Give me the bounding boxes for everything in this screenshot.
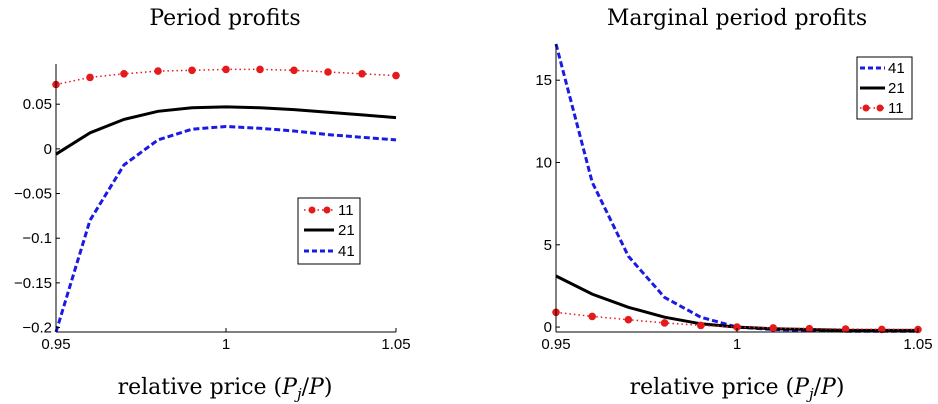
y-tick-label: 0.05: [23, 96, 52, 113]
data-point-11: [120, 70, 128, 78]
panel-period-profits: Period profits 0.95 1 1.05 0.05 0 −0.05 −0.1 −0…: [14, 6, 411, 403]
x-tick-label: 0.95: [541, 336, 570, 353]
data-point-11: [290, 66, 298, 75]
data-point-11: [324, 68, 332, 76]
legend-label-11: 11: [888, 100, 904, 117]
chart-title: Period profits: [149, 6, 300, 31]
data-point-11: [588, 312, 596, 321]
chart-title: Marginal period profits: [607, 6, 867, 31]
legend-label-21: 21: [338, 222, 355, 239]
data-point-11: [392, 71, 400, 80]
data-point-11: [154, 67, 162, 75]
data-point-11: [188, 66, 196, 75]
legend-label-11: 11: [338, 202, 354, 219]
legend: 41 21 11: [856, 56, 913, 120]
x-tick-label: 1: [222, 336, 230, 353]
data-point-11: [660, 319, 669, 327]
y-tick-label: −0.05: [14, 186, 52, 203]
data-point-11: [878, 325, 886, 334]
x-axis-label: relative price (Pj/P): [630, 375, 845, 403]
data-point-11: [86, 73, 94, 82]
data-point-11: [805, 324, 814, 333]
legend-marker-11: [323, 206, 331, 214]
data-point-11: [256, 65, 264, 74]
legend-marker-11: [308, 206, 316, 214]
y-tick-label: −0.15: [14, 275, 52, 292]
x-tick-label: 1.05: [903, 336, 932, 353]
legend-marker-11: [862, 104, 870, 112]
legend-label-41: 41: [888, 60, 905, 77]
data-point-11: [733, 323, 741, 331]
y-tick-label: 0: [544, 319, 552, 336]
legend: 11 21 41: [297, 197, 361, 265]
data-point-11: [697, 321, 705, 330]
legend-label-41: 41: [338, 243, 355, 260]
series-line-11: [555, 311, 919, 331]
legend-marker-11: [876, 104, 884, 112]
y-tick-label: −0.1: [22, 230, 52, 247]
y-tick-label: 0: [44, 141, 52, 158]
x-tick-label: 1.05: [381, 336, 410, 353]
series-line-21: [555, 274, 918, 332]
x-tick-label: 0.95: [41, 336, 70, 353]
x-tick-label: 1: [733, 336, 741, 353]
data-point-11: [222, 65, 230, 74]
y-tick-label: 10: [535, 154, 552, 171]
data-point-11: [841, 325, 850, 333]
y-tick-label: 5: [544, 237, 552, 254]
legend-label-21: 21: [888, 80, 905, 97]
series-line-21: [55, 105, 397, 156]
panel-marginal-period-profits: Marginal period profits 0.95 1 1.05051015 …: [535, 6, 932, 403]
data-point-11: [769, 324, 777, 332]
y-tick-label: 15: [535, 72, 552, 89]
data-point-11: [624, 315, 633, 324]
y-tick-label: −0.2: [22, 320, 52, 337]
series-line-41: [54, 124, 397, 333]
data-point-11: [358, 70, 366, 78]
x-axis-label: relative price (Pj/P): [118, 375, 333, 403]
